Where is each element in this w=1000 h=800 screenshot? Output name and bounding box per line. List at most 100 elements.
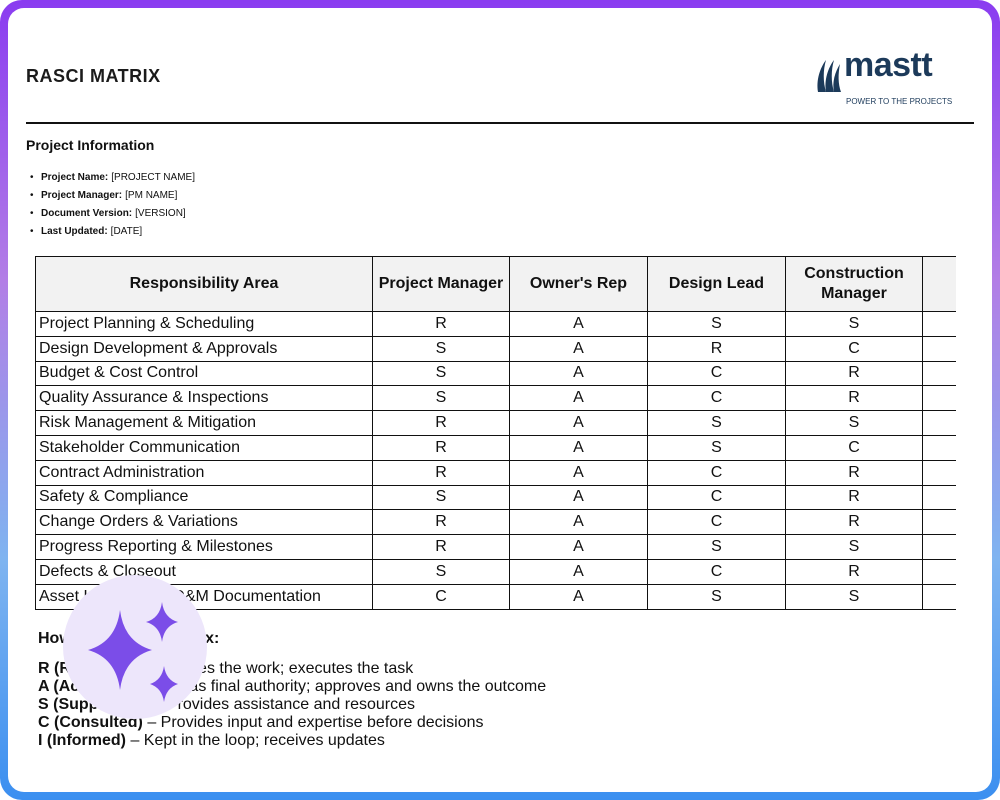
column-header: Contractor (922, 256, 956, 312)
area-cell: Project Planning & Scheduling (35, 311, 373, 337)
area-cell: Safety & Compliance (35, 484, 373, 511)
role-cell: R (922, 509, 956, 536)
legend-desc: – Kept in the loop; receives updates (130, 732, 385, 749)
role-cell: R (922, 484, 956, 511)
role-cell: C (647, 558, 786, 585)
table-row: Contract AdministrationRACRC (35, 459, 956, 486)
column-header: Responsibility Area (35, 256, 373, 312)
role-cell: R (785, 360, 923, 387)
role-cell: C (647, 459, 786, 486)
role-cell: S (647, 534, 786, 560)
role-cell: R (647, 335, 786, 362)
logo-word: mastt (844, 46, 933, 84)
role-cell: C (785, 335, 923, 362)
role-cell: R (922, 558, 956, 585)
table-row: Risk Management & MitigationRASSC (35, 410, 956, 436)
role-cell: S (647, 583, 786, 610)
info-value: [PROJECT NAME] (111, 172, 195, 183)
role-cell: C (647, 509, 786, 536)
role-cell: C (372, 583, 510, 610)
role-cell: C (647, 484, 786, 511)
legend-term: I (Informed) (38, 732, 126, 749)
document-title: RASCI MATRIX (26, 66, 161, 86)
role-cell: C (922, 335, 956, 362)
role-cell: C (922, 534, 956, 560)
role-cell: R (785, 385, 923, 412)
info-item: Project Name:[PROJECT NAME] (26, 171, 195, 189)
role-cell: S (372, 385, 510, 412)
role-cell: A (509, 311, 648, 337)
legend-desc: – Does the work; executes the task (164, 660, 414, 677)
area-cell: Risk Management & Mitigation (35, 410, 373, 436)
column-header: Owner's Rep (509, 256, 648, 312)
role-cell: A (509, 335, 648, 362)
logo: mastt POWER TO THE PROJECTS (814, 46, 964, 110)
info-item: Project Manager:[PM NAME] (26, 189, 195, 207)
role-cell: R (372, 509, 510, 536)
area-cell: Progress Reporting & Milestones (35, 534, 373, 560)
role-cell: A (509, 583, 648, 610)
role-cell: R (785, 509, 923, 536)
area-cell: Change Orders & Variations (35, 509, 373, 536)
info-label: Project Name: (41, 172, 109, 183)
role-cell: R (785, 459, 923, 486)
area-cell: Stakeholder Communication (35, 434, 373, 461)
role-cell: R (372, 534, 510, 560)
role-cell: A (509, 484, 648, 511)
role-cell: R (922, 385, 956, 412)
role-cell: S (647, 311, 786, 337)
table-row: Project Planning & SchedulingRASSC (35, 311, 956, 337)
role-cell: R (922, 583, 956, 610)
table-row: Design Development & ApprovalsSARCC (35, 335, 956, 362)
legend-desc: – Provides assistance and resources (153, 696, 416, 713)
column-header: Project Manager (372, 256, 510, 312)
role-cell: C (647, 385, 786, 412)
role-cell: R (785, 484, 923, 511)
role-cell: A (509, 434, 648, 461)
role-cell: R (372, 410, 510, 436)
role-cell: C (785, 434, 923, 461)
role-cell: S (372, 558, 510, 585)
role-cell: A (509, 360, 648, 387)
info-value: [VERSION] (135, 208, 186, 219)
legend-item: I (Informed) – Kept in the loop; receive… (38, 732, 546, 750)
table-row: Safety & ComplianceSACRR (35, 484, 956, 511)
role-cell: R (372, 311, 510, 337)
role-cell: R (372, 459, 510, 486)
info-list: Project Name:[PROJECT NAME]Project Manag… (26, 171, 195, 243)
role-cell: S (785, 311, 923, 337)
legend-desc: – Provides input and expertise before de… (147, 714, 484, 731)
info-value: [DATE] (110, 226, 143, 237)
role-cell: A (509, 534, 648, 560)
role-cell: C (922, 434, 956, 461)
role-cell: S (922, 360, 956, 387)
info-label: Document Version: (41, 208, 133, 219)
role-cell: A (509, 410, 648, 436)
area-cell: Quality Assurance & Inspections (35, 385, 373, 412)
rasci-table: Responsibility Area Project Manager Owner'… (35, 256, 956, 610)
info-label: Last Updated: (41, 226, 108, 237)
role-cell: S (785, 534, 923, 560)
role-cell: S (647, 410, 786, 436)
sparkle-badge (63, 575, 207, 719)
legend-desc: – Has final authority; approves and owns… (164, 678, 547, 695)
table-row: Budget & Cost ControlSACRS (35, 360, 956, 387)
role-cell: R (785, 558, 923, 585)
table-row: Progress Reporting & MilestonesRASSC (35, 534, 956, 560)
table-container: Responsibility Area Project Manager Owner'… (35, 256, 956, 610)
logo-tagline: POWER TO THE PROJECTS (846, 97, 953, 106)
info-item: Last Updated:[DATE] (26, 225, 195, 243)
column-header: Design Lead (647, 256, 786, 312)
role-cell: A (509, 558, 648, 585)
role-cell: A (509, 509, 648, 536)
info-label: Project Manager: (41, 190, 123, 201)
column-header: Construction Manager (785, 256, 923, 312)
role-cell: R (372, 434, 510, 461)
role-cell: S (647, 434, 786, 461)
divider (26, 122, 974, 124)
area-cell: Contract Administration (35, 459, 373, 486)
info-value: [PM NAME] (125, 190, 178, 201)
role-cell: A (509, 385, 648, 412)
